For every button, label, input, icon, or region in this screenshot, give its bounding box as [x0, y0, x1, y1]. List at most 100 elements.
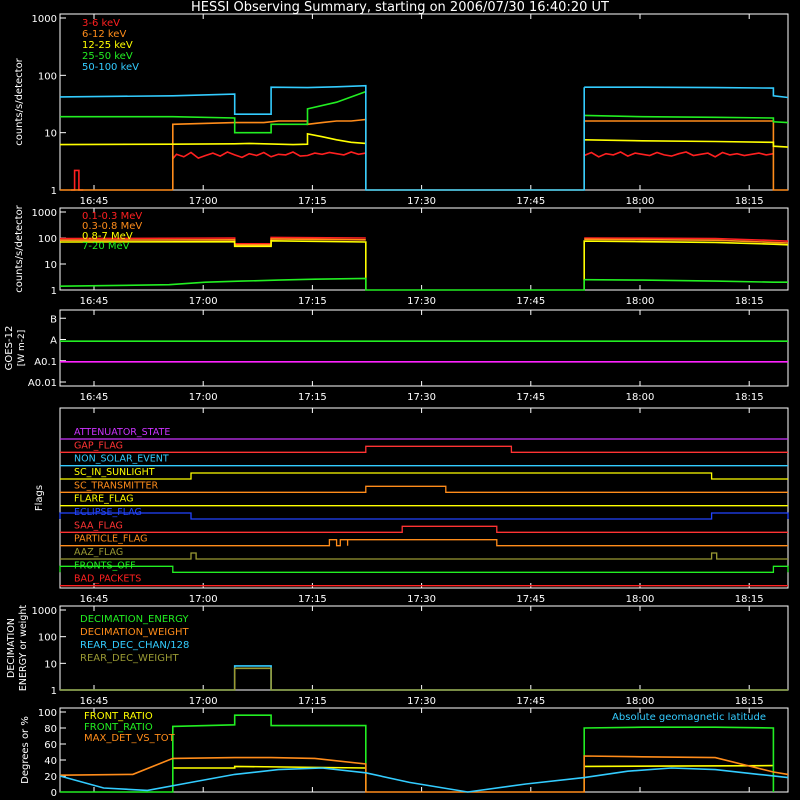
y-axis-units: [W m-2] — [17, 330, 27, 367]
legend-entry: MAX_DET_VS_TOT — [84, 733, 176, 744]
x-tick-label: 16:45 — [80, 392, 109, 403]
flag-label: ATTENUATOR_STATE — [74, 427, 170, 438]
legend-entry: 6-12 keV — [82, 29, 126, 40]
legend-entry: 0.3-0.8 MeV — [82, 221, 142, 232]
x-tick-label: 17:00 — [189, 392, 218, 403]
x-tick-label: 17:30 — [407, 296, 436, 307]
x-tick-label: 16:45 — [80, 594, 109, 605]
series-line-0.1-0.3-MeV — [59, 236, 366, 245]
flag-label: SC_TRANSMITTER — [74, 480, 159, 491]
y-tick-label: 100 — [38, 234, 57, 245]
flag-line-saa-flag — [60, 525, 788, 533]
flag-label: AAZ_FLAG — [74, 547, 123, 558]
legend-entry: 3-6 keV — [82, 18, 120, 29]
decimation-line — [60, 667, 788, 691]
y-tick-label: 10 — [44, 659, 57, 670]
flag-line-sc-transmitter — [60, 485, 788, 493]
flag-line-particle-flag — [60, 539, 788, 547]
flag-label: SAA_FLAG — [74, 520, 123, 531]
y-tick-label: 1 — [51, 286, 57, 297]
legend-entry: FRONT_RATIO — [84, 722, 153, 733]
series-line-6-12-keV — [583, 120, 788, 191]
y-tick-label: 40 — [44, 756, 57, 767]
y-tick-label: 20 — [44, 772, 57, 783]
x-tick-label: 18:15 — [735, 296, 764, 307]
y-tick-label: 0 — [51, 788, 57, 799]
x-tick-label: 17:15 — [298, 594, 327, 605]
x-tick-label: 17:45 — [516, 296, 545, 307]
ratio-line-front-ratio — [583, 726, 775, 792]
flag-label: ECLIPSE_FLAG — [74, 507, 142, 518]
y-tick-label: 100 — [38, 708, 57, 719]
flag-line-eclipse-flag — [59, 512, 789, 520]
x-tick-label: 18:00 — [626, 696, 655, 707]
ratio-line-absolute-geomagnetic-latitude — [59, 767, 789, 793]
series-line-6-12-keV — [172, 118, 367, 190]
flag-line-gap-flag — [60, 445, 788, 453]
x-tick-label: 18:00 — [626, 594, 655, 605]
y-tick-label: B — [50, 314, 57, 325]
y-tick-label: 1000 — [32, 208, 57, 219]
panel-frame-3 — [59, 407, 789, 589]
flag-label: BAD_PACKETS — [74, 574, 141, 585]
series-line-12-25-keV — [172, 132, 366, 146]
series-line-50-100-keV — [59, 84, 586, 191]
y-axis-label: DECIMATION — [6, 618, 17, 678]
flag-label: FRONTS_OFF — [74, 560, 136, 571]
y-tick-label: 1000 — [32, 606, 57, 617]
x-tick-label: 18:00 — [626, 296, 655, 307]
legend-entry: 0.1-0.3 MeV — [82, 211, 142, 222]
panel-frame-1 — [59, 207, 789, 291]
flag-label: FLARE_FLAG — [74, 494, 134, 505]
x-tick-label: 17:00 — [189, 296, 218, 307]
decimation-line — [60, 665, 788, 691]
ratio-line-front-ratio — [584, 764, 774, 768]
legend-entry: 7-20 MeV — [82, 241, 130, 252]
series-line-0.3-0.8-MeV — [59, 238, 366, 246]
x-tick-label: 17:00 — [189, 196, 218, 207]
legend-entry: 0.8-7 MeV — [82, 231, 133, 242]
y-axis-label: counts/s/detector — [14, 204, 25, 292]
x-tick-label: 16:45 — [80, 196, 109, 207]
y-tick-label: 10 — [44, 129, 57, 140]
x-tick-label: 17:30 — [407, 392, 436, 403]
legend-entry: REAR_DEC_CHAN/128 — [80, 640, 189, 651]
series-line-0.1-0.3-MeV — [584, 237, 789, 242]
y-tick-label: A0.1 — [34, 357, 57, 368]
annotation: Absolute geomagnetic latitude — [612, 712, 766, 723]
y-tick-label: 60 — [44, 740, 57, 751]
series-line-25-50-keV — [60, 90, 367, 134]
y-axis-label: ENERGY or weight — [18, 605, 29, 691]
ratio-line-front-ratio — [60, 714, 367, 793]
legend-entry: DECIMATION_WEIGHT — [80, 627, 189, 638]
x-tick-label: 17:15 — [298, 296, 327, 307]
flag-line-sc-in-sunlight — [60, 472, 788, 480]
y-axis-label: Flags — [34, 485, 45, 511]
series-line-3-6-keV — [583, 151, 774, 158]
y-tick-label: 80 — [44, 724, 57, 735]
series-line-7-20-MeV — [59, 277, 586, 291]
x-tick-label: 17:15 — [298, 196, 327, 207]
y-tick-label: 10 — [44, 260, 57, 271]
y-axis-label: Degrees or % — [20, 716, 31, 784]
x-tick-label: 17:45 — [516, 696, 545, 707]
y-tick-label: A — [50, 336, 57, 347]
x-tick-label: 17:30 — [407, 594, 436, 605]
x-tick-label: 18:15 — [735, 594, 764, 605]
ratio-line-front-ratio — [172, 765, 366, 769]
series-line-0.3-0.8-MeV — [584, 238, 789, 244]
x-tick-label: 16:45 — [80, 696, 109, 707]
series-line-25-50-keV — [584, 114, 789, 124]
flag-line-aaz-flag — [60, 552, 788, 560]
y-tick-label: 1000 — [32, 14, 57, 25]
x-tick-label: 16:45 — [80, 296, 109, 307]
x-tick-label: 17:45 — [516, 392, 545, 403]
y-axis-label: GOES-12 — [4, 326, 15, 371]
x-tick-label: 18:15 — [735, 696, 764, 707]
x-tick-label: 17:45 — [516, 196, 545, 207]
series-line-7-20-MeV — [584, 278, 788, 284]
y-axis-label: counts/s/detector — [14, 57, 25, 145]
x-tick-label: 17:45 — [516, 594, 545, 605]
